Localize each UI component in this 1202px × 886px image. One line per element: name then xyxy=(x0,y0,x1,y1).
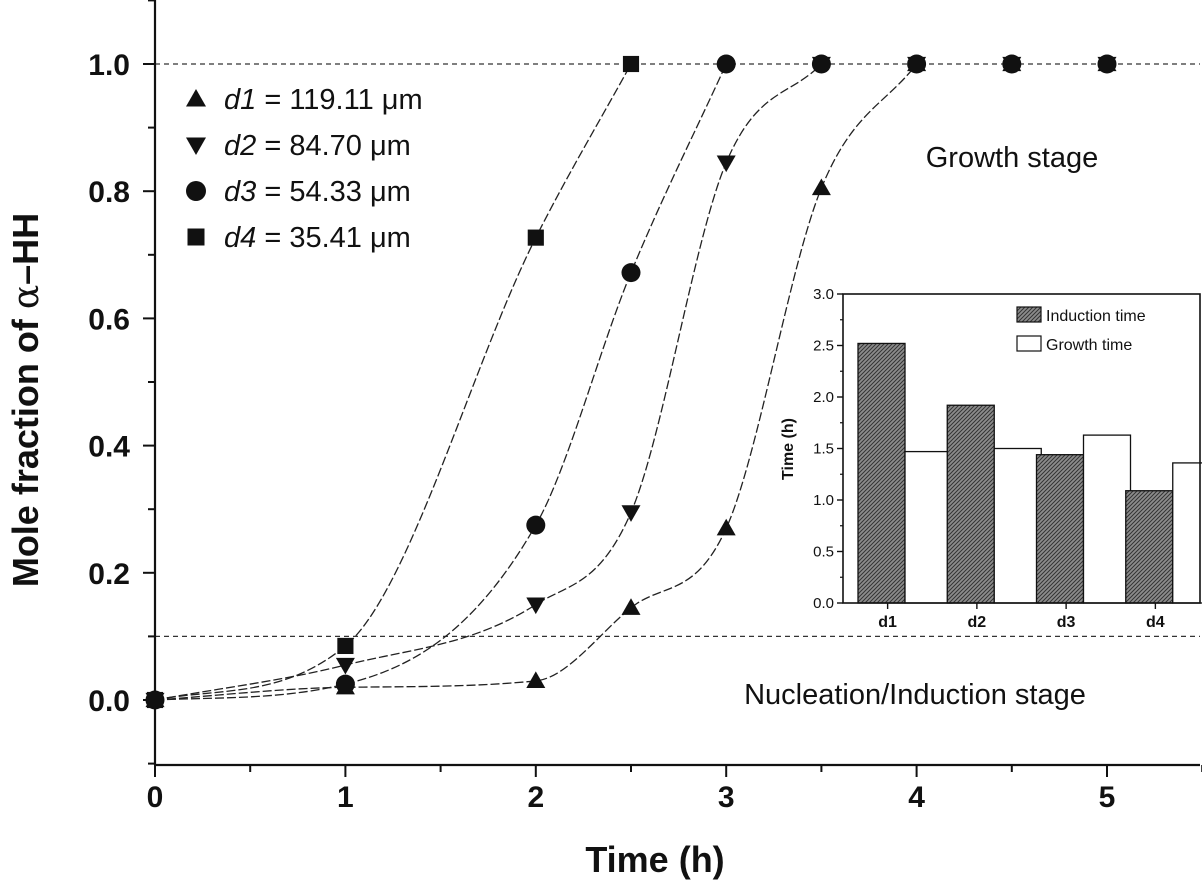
inset-y-tick-label: 0.0 xyxy=(813,595,834,612)
y-axis-title-prefix: Mole fraction of xyxy=(5,309,46,587)
data-point-d3 xyxy=(811,54,831,74)
y-tick-label: 0.8 xyxy=(88,176,130,209)
x-axis-ticks: 0 1 2 3 4 5 xyxy=(147,765,1202,814)
legend-series-unit: μm xyxy=(382,84,423,116)
inset-bars xyxy=(857,342,1202,604)
y-tick-label: 0.4 xyxy=(88,431,130,464)
inset-category-label: d1 xyxy=(878,614,897,631)
inset-legend-label-growth: Growth time xyxy=(1046,337,1132,354)
y-tick-label: 0.2 xyxy=(88,558,130,591)
data-point-d3 xyxy=(526,515,546,535)
y-axis-title: Mole fraction of α–HH xyxy=(5,213,47,587)
data-point-d3 xyxy=(716,54,736,74)
inset-bar-chart: 0.00.51.01.52.02.53.0 d1 d2 d3 d4 Time (h) … xyxy=(780,286,1202,631)
data-point-d1 xyxy=(621,598,641,615)
legend-series-unit: μm xyxy=(370,130,411,162)
x-tick-label: 5 xyxy=(1099,781,1116,814)
inset-legend: Induction time Growth time xyxy=(1016,306,1146,354)
legend-label-d2: d2 = 84.70 μm xyxy=(224,130,411,162)
annotation-nucleation-stage: Nucleation/Induction stage xyxy=(744,679,1086,711)
x-tick-label: 1 xyxy=(337,781,354,814)
legend-marker-d2 xyxy=(186,137,206,155)
legend-series-unit: μm xyxy=(370,176,411,208)
x-tick-label: 0 xyxy=(147,781,164,814)
legend-series-value: = 84.70 xyxy=(256,130,370,162)
data-point-d1 xyxy=(526,671,546,689)
inset-legend-label-induction: Induction time xyxy=(1046,308,1146,325)
main-plot: 0 1 2 3 4 5 0.0 0.2 0.4 0.6 0.8 1.0 Time (h) Mole … xyxy=(5,0,1202,880)
annotation-growth-stage: Growth stage xyxy=(926,142,1098,174)
data-point-d3 xyxy=(335,674,355,694)
data-point-d3 xyxy=(1097,54,1117,74)
data-point-d2 xyxy=(526,597,546,615)
data-point-d4 xyxy=(146,691,164,709)
legend-series-value: = 119.11 xyxy=(256,84,382,116)
inset-y-tick-label: 3.0 xyxy=(813,286,834,303)
inset-y-axis-title: Time (h) xyxy=(780,418,797,480)
legend-label-d1: d1 = 119.11 μm xyxy=(224,84,423,116)
data-point-d1 xyxy=(811,178,831,196)
inset-bar-growth-d3 xyxy=(1082,434,1132,604)
inset-bar-induction-d3 xyxy=(1035,454,1085,604)
inset-bar-growth-d4 xyxy=(1172,462,1202,604)
legend-marker-d4 xyxy=(187,228,205,246)
inset-y-tick-label: 1.0 xyxy=(813,492,834,509)
legend-label-d3: d3 = 54.33 μm xyxy=(224,176,411,208)
data-point-d3 xyxy=(1002,54,1022,74)
data-point-d2 xyxy=(335,657,355,675)
inset-bar-induction-d1 xyxy=(857,342,906,604)
legend-series-name: d3 xyxy=(224,176,256,208)
legend-marker-d3 xyxy=(186,181,206,201)
y-axis-ticks: 0.0 0.2 0.4 0.6 0.8 1.0 xyxy=(88,0,155,765)
data-point-d4 xyxy=(622,55,640,73)
legend-series-name: d4 xyxy=(224,222,256,254)
inset-y-tick-label: 2.0 xyxy=(813,389,834,406)
y-tick-label: 0.0 xyxy=(88,685,130,718)
data-point-d4 xyxy=(527,229,544,246)
reference-lines xyxy=(155,63,1200,638)
legend-series-name: d2 xyxy=(224,130,256,162)
inset-bar-growth-d1 xyxy=(904,450,953,604)
inset-y-ticks: 0.0 0.5 1.0 1.5 2.0 2.5 3.0 xyxy=(813,286,843,612)
y-axis-title-suffix: –HH xyxy=(5,213,46,285)
legend-label-d4: d4 = 35.41 μm xyxy=(224,222,411,254)
inset-y-tick-label: 1.5 xyxy=(813,441,834,458)
inset-category-label: d2 xyxy=(968,614,987,631)
inset-y-tick-label: 0.5 xyxy=(813,544,834,561)
inset-bar-induction-d2 xyxy=(946,404,995,604)
inset-legend-swatch-growth xyxy=(1016,335,1042,352)
y-tick-label: 0.6 xyxy=(88,303,130,336)
inset-category-label: d4 xyxy=(1146,614,1165,631)
fit-curve-d4 xyxy=(154,63,632,701)
x-tick-label: 2 xyxy=(527,781,544,814)
fit-curve-d1 xyxy=(154,63,918,701)
legend-series-value: = 35.41 xyxy=(256,222,370,254)
data-point-d4 xyxy=(337,637,354,655)
legend-series-name: d1 xyxy=(224,84,256,116)
legend-series-value: = 54.33 xyxy=(256,176,370,208)
x-tick-label: 4 xyxy=(908,781,925,814)
inset-bar-growth-d2 xyxy=(993,447,1042,604)
inset-category-labels: d1 d2 d3 d4 xyxy=(878,603,1165,631)
data-point-d3 xyxy=(621,263,641,283)
data-markers xyxy=(145,54,1117,710)
data-point-d2 xyxy=(716,155,736,173)
inset-y-tick-label: 2.5 xyxy=(813,338,834,355)
x-tick-label: 3 xyxy=(718,781,735,814)
legend-series-unit: μm xyxy=(370,222,411,254)
data-point-d3 xyxy=(907,54,927,74)
data-point-d1 xyxy=(716,518,736,536)
inset-category-label: d3 xyxy=(1057,614,1076,631)
inset-legend-swatch-induction xyxy=(1016,306,1042,323)
data-point-d2 xyxy=(621,505,641,522)
legend-marker-d1 xyxy=(186,89,206,107)
inset-bar-induction-d4 xyxy=(1125,490,1174,604)
y-axis-title-symbol: α xyxy=(6,285,47,309)
y-tick-label: 1.0 xyxy=(88,49,130,82)
x-axis-title: Time (h) xyxy=(585,839,724,880)
